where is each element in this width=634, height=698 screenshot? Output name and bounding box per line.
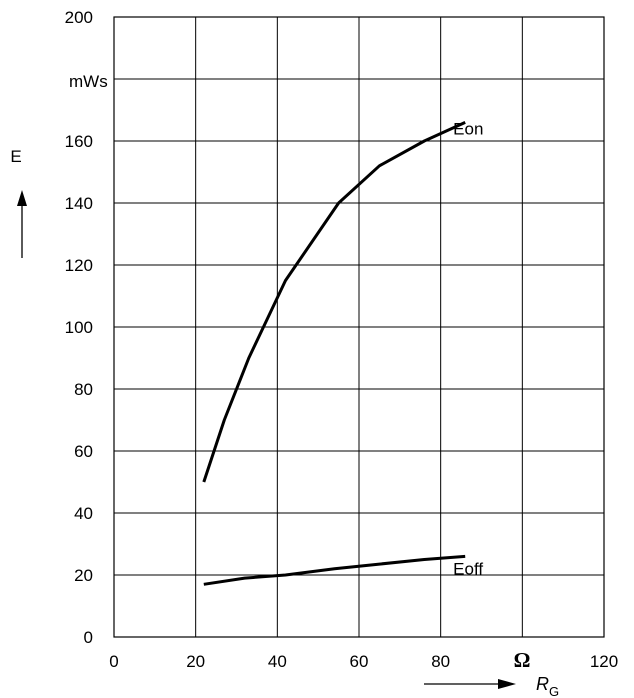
y-tick-label: 60 xyxy=(74,442,93,461)
grid xyxy=(113,16,605,638)
x-tick-label: 0 xyxy=(109,652,118,671)
y-axis-label: E xyxy=(10,147,21,166)
x-tick-label: 40 xyxy=(268,652,287,671)
series-label-eoff: Eoff xyxy=(453,559,483,578)
y-axis-arrow-head xyxy=(17,190,27,206)
plot-frame xyxy=(113,16,605,638)
y-tick-label: 40 xyxy=(74,504,93,523)
x-tick-label: 60 xyxy=(350,652,369,671)
y-tick-label: 160 xyxy=(65,132,93,151)
y-unit-label: mWs xyxy=(69,72,108,91)
series-layer: Eon Eoff xyxy=(202,119,483,586)
x-axis-arrow-head xyxy=(498,679,516,689)
y-tick-label: 20 xyxy=(74,566,93,585)
x-tick-label: 80 xyxy=(431,652,450,671)
x-tick-label: 120 xyxy=(590,652,618,671)
x-tick-label: 20 xyxy=(186,652,205,671)
y-tick-label: 0 xyxy=(84,628,93,647)
y-tick-label: 140 xyxy=(65,194,93,213)
x-axis-label-subscript: G xyxy=(549,684,559,698)
y-tick-label: 100 xyxy=(65,318,93,337)
x-axis-label-main: R xyxy=(536,674,549,694)
series-line-eoff xyxy=(203,554,466,586)
tick-labels: 0 20 40 60 80 120 0 20 40 60 80 100 120 140 160 200 xyxy=(65,8,619,671)
series-line-eon xyxy=(202,121,466,483)
x-unit-label: Ω xyxy=(514,648,531,672)
y-tick-label: 80 xyxy=(74,380,93,399)
series-label-eon: Eon xyxy=(453,119,483,138)
x-axis-label: RG xyxy=(536,674,559,698)
x-axis-title: RG xyxy=(424,674,559,698)
y-tick-label: 120 xyxy=(65,256,93,275)
y-tick-label: 200 xyxy=(65,8,93,27)
y-axis-title: E xyxy=(10,147,27,258)
